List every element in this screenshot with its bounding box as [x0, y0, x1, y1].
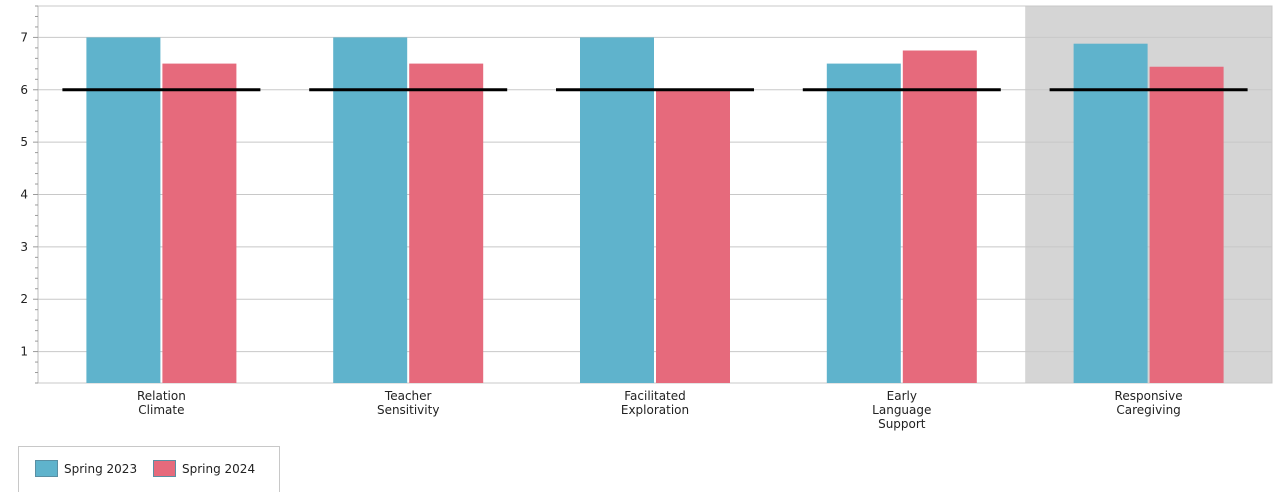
x-tick-label-teacher-sensitivity: Teacher Sensitivity — [377, 389, 439, 417]
bar-spring-2023-responsive-caregiving — [1073, 43, 1148, 383]
y-tick-label: 6 — [20, 83, 28, 97]
y-tick-label: 4 — [20, 188, 28, 202]
bar-spring-2024-responsive-caregiving — [1149, 66, 1224, 383]
bars — [86, 37, 1224, 384]
x-tick-label-responsive-caregiving: Responsive Caregiving — [1115, 389, 1183, 417]
bar-spring-2023-relation-climate — [86, 37, 161, 384]
bar-spring-2023-facilitated-exploration — [580, 37, 654, 384]
bar-spring-2024-teacher-sensitivity — [409, 63, 484, 383]
bar-spring-2024-facilitated-exploration — [656, 89, 730, 384]
x-tick-label-facilitated-exploration: Facilitated Exploration — [621, 389, 689, 417]
legend-item-spring-2023[interactable]: Spring 2023 — [35, 460, 137, 477]
x-tick-label-relation-climate: Relation Climate — [137, 389, 186, 417]
legend-item-spring-2024[interactable]: Spring 2024 — [153, 460, 255, 477]
y-tick-label: 2 — [20, 292, 28, 306]
bar-spring-2023-early-language-support — [826, 63, 901, 383]
chart: 1 2 3 4 5 6 7 Relation Climate Teacher Sensitivit… — [20, 5, 1273, 431]
y-tick-label: 1 — [20, 345, 28, 359]
y-tick-label: 7 — [20, 30, 28, 44]
y-tick-label: 3 — [20, 240, 28, 254]
bar-spring-2023-teacher-sensitivity — [333, 37, 408, 384]
x-tick-label-early-language-support: Early Language Support — [872, 389, 931, 431]
legend-swatch-spring-2023 — [35, 460, 58, 477]
x-axis-labels: Relation Climate Teacher Sensitivity Facilit… — [137, 389, 1183, 431]
bar-spring-2024-relation-climate — [162, 63, 237, 383]
bar-spring-2024-early-language-support — [902, 50, 977, 383]
y-tick-label: 5 — [20, 135, 28, 149]
legend-label-spring-2023: Spring 2023 — [64, 461, 138, 476]
legend-label-spring-2024: Spring 2024 — [182, 461, 256, 476]
legend: Spring 2023 Spring 2024 — [18, 446, 280, 492]
y-axis: 1 2 3 4 5 6 7 — [20, 5, 39, 384]
legend-swatch-spring-2024 — [153, 460, 176, 477]
